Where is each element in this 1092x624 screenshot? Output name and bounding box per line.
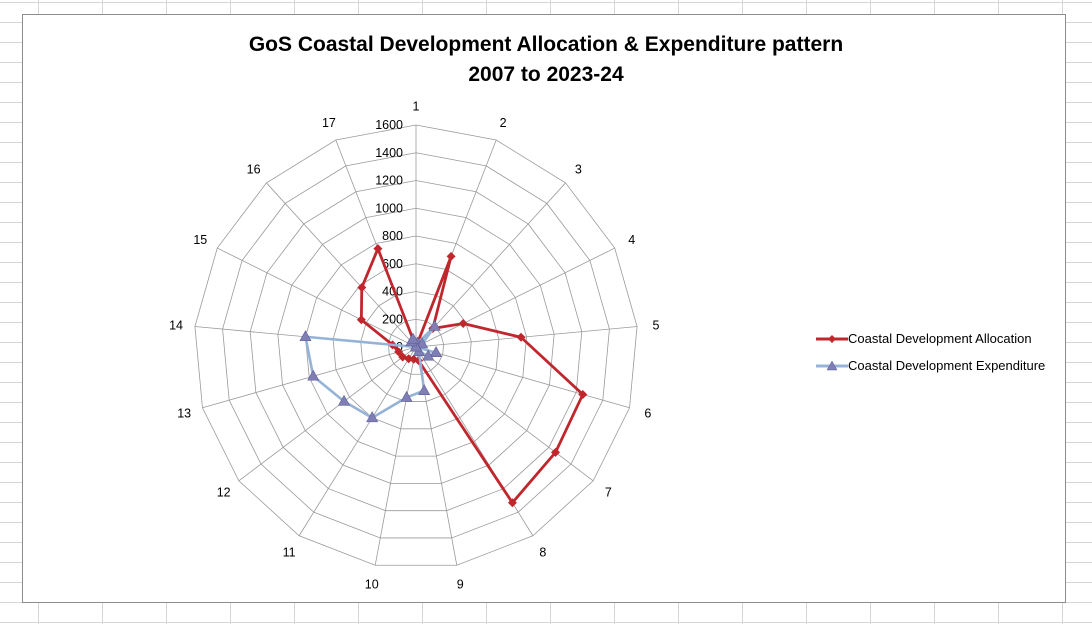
category-label: 4: [628, 233, 635, 247]
category-label: 12: [217, 486, 231, 500]
grid-spoke: [415, 346, 630, 409]
grid-ring: [332, 263, 500, 430]
legend-label-allocation: Coastal Development Allocation: [848, 331, 1032, 346]
allocation-data-point: [507, 498, 517, 508]
grid-ring: [277, 207, 555, 484]
expenditure-data-point: [416, 337, 429, 349]
category-label: 8: [539, 545, 546, 559]
grid-ring: [194, 124, 638, 566]
category-label: 7: [605, 486, 612, 500]
category-label: 10: [365, 577, 379, 591]
allocation-data-point: [356, 315, 366, 325]
allocation-data-point: [516, 332, 526, 342]
category-label: 15: [193, 233, 207, 247]
expenditure-data-point: [418, 384, 431, 395]
category-label: 11: [283, 545, 296, 559]
category-label: 2: [500, 116, 507, 130]
allocation-data-point: [446, 251, 456, 261]
grid-spoke: [415, 182, 566, 348]
grid-spoke: [217, 247, 417, 348]
chart-title-block: GoS Coastal Development Allocation & Exp…: [0, 30, 1092, 90]
grid-spoke: [415, 247, 615, 348]
grid-ring: [222, 152, 610, 539]
category-label: 1: [413, 100, 420, 114]
category-label: 6: [644, 406, 651, 420]
category-label: 9: [457, 577, 464, 591]
expenditure-data-point: [307, 369, 320, 381]
category-label: 16: [247, 162, 261, 176]
grid-ring: [305, 235, 527, 457]
legend-item-expenditure: Coastal Development Expenditure: [816, 352, 1066, 379]
radial-tick-label: 600: [382, 257, 403, 271]
grid-spoke: [298, 346, 417, 536]
allocation-data-point: [578, 389, 588, 399]
grid-ring: [249, 180, 583, 512]
legend-swatch-allocation: [816, 334, 848, 343]
category-label: 17: [322, 116, 336, 130]
allocation-data-point: [373, 244, 383, 254]
radial-tick-label: 1000: [375, 201, 403, 215]
expenditure-data-point: [430, 346, 443, 357]
expenditure-data-point: [422, 349, 435, 361]
radial-tick-label: 0: [396, 340, 403, 354]
expenditure-data-point: [400, 390, 413, 402]
grid-spoke: [266, 182, 417, 348]
chart-subtitle: 2007 to 2023-24: [468, 63, 624, 86]
category-label: 14: [169, 318, 183, 332]
radial-tick-label: 1600: [375, 118, 403, 132]
allocation-data-point: [551, 447, 561, 457]
allocation-data-point: [357, 283, 367, 293]
expenditure-data-point: [406, 332, 420, 344]
category-label: 13: [177, 406, 191, 420]
category-label: 3: [575, 162, 582, 176]
legend-swatch-expenditure: [816, 359, 848, 370]
expenditure-data-point: [428, 319, 441, 331]
grid-spoke: [415, 326, 638, 348]
radial-tick-label: 400: [382, 285, 403, 299]
expenditure-data-point: [299, 330, 312, 342]
expenditure-data-point: [366, 411, 379, 423]
expenditure-data-point: [338, 394, 351, 406]
chart-area[interactable]: [22, 14, 1066, 603]
allocation-data-point: [394, 347, 404, 357]
grid-spoke: [238, 346, 417, 482]
chart-title: GoS Coastal Development Allocation & Exp…: [248, 33, 844, 56]
radial-tick-label: 800: [382, 229, 403, 243]
legend-item-allocation: Coastal Development Allocation: [816, 325, 1066, 352]
legend: Coastal Development Allocation Coastal D…: [816, 325, 1066, 379]
category-label: 5: [652, 318, 659, 332]
grid-spoke: [415, 346, 594, 482]
allocation-data-point: [398, 352, 408, 362]
radial-tick-label: 1200: [375, 174, 403, 188]
legend-label-expenditure: Coastal Development Expenditure: [848, 358, 1046, 373]
allocation-data-point: [458, 318, 468, 328]
grid-spoke: [374, 346, 417, 566]
allocation-data-point: [409, 354, 419, 364]
grid-ring: [387, 318, 445, 375]
radial-tick-label: 1400: [375, 146, 403, 160]
radial-tick-label: 200: [382, 312, 403, 326]
